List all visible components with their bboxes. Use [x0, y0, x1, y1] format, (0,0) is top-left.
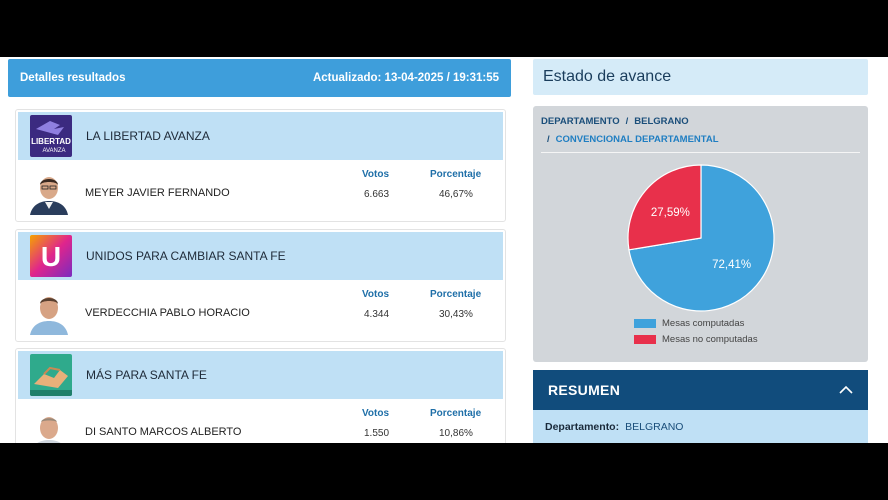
- candidate-row: MEYER JAVIER FERNANDO Votos Porcentaje 6…: [18, 162, 503, 220]
- party-card-la-libertad-avanza: LIBERTAD AVANZA LA LIBERTAD AVANZA MEYER…: [15, 109, 506, 222]
- percent-value: 30,43%: [439, 309, 473, 320]
- percent-value: 46,67%: [439, 189, 473, 200]
- party-name: UNIDOS PARA CAMBIAR SANTA FE: [86, 249, 286, 263]
- resumen-title: RESUMEN: [548, 382, 621, 398]
- party-card-unidos: U UNIDOS PARA CAMBIAR SANTA FE VERDECCHI…: [15, 229, 506, 342]
- progress-pie-chart: 72,41% 27,59%: [621, 158, 781, 318]
- candidate-row: VERDECCHIA PABLO HORACIO Votos Porcentaj…: [18, 282, 503, 340]
- resumen-dept-label: Departamento:: [545, 420, 620, 433]
- legend-swatch: [634, 335, 656, 344]
- candidate-name: DI SANTO MARCOS ALBERTO: [85, 426, 242, 438]
- estado-title: Estado de avance: [543, 68, 672, 85]
- legend-item-computadas: Mesas computadas: [634, 318, 744, 329]
- breadcrumb-belgrano[interactable]: BELGRANO: [634, 116, 689, 127]
- legend-label: Mesas computadas: [662, 318, 745, 329]
- votes-value: 1.550: [364, 428, 390, 439]
- candidate-row: DI SANTO MARCOS ALBERTO Votos Porcentaje…: [18, 401, 503, 443]
- party-name: LA LIBERTAD AVANZA: [86, 129, 210, 143]
- results-title: Detalles resultados: [20, 72, 126, 84]
- logo-letter: U: [41, 241, 61, 272]
- party-name: MÁS PARA SANTA FE: [86, 368, 207, 382]
- votes-header: Votos: [362, 289, 390, 300]
- resumen-dept-value: BELGRANO: [625, 420, 684, 433]
- candidate-name: VERDECCHIA PABLO HORACIO: [85, 307, 250, 319]
- pie-slice-1: [627, 164, 702, 251]
- candidate-name: MEYER JAVIER FERNANDO: [85, 187, 230, 199]
- percent-header: Porcentaje: [430, 169, 482, 180]
- breadcrumb: DEPARTAMENTO / BELGRANO: [541, 116, 689, 127]
- candidate-avatar: [28, 408, 70, 443]
- mas-para-santa-fe-logo: [30, 354, 72, 396]
- votes-value: 4.344: [364, 309, 390, 320]
- chevron-up-icon[interactable]: [839, 381, 853, 399]
- unidos-logo: U: [30, 235, 72, 277]
- party-card-mas-para-santa-fe: MÁS PARA SANTA FE DI SANTO MARCOS ALBERT…: [15, 348, 506, 443]
- divider: [541, 152, 860, 153]
- estado-panel: DEPARTAMENTO / BELGRANO / CONVENCIONAL DEPA…: [533, 106, 868, 362]
- party-band: U UNIDOS PARA CAMBIAR SANTA FE: [18, 232, 503, 280]
- pie-label-1: 27,59%: [651, 207, 690, 219]
- logo-text-bottom: AVANZA: [42, 148, 65, 154]
- estado-header: Estado de avance: [533, 59, 868, 95]
- breadcrumb-departamento[interactable]: DEPARTAMENTO: [541, 116, 620, 127]
- logo-text-top: LIBERTAD: [31, 137, 71, 146]
- percent-value: 10,86%: [439, 428, 473, 439]
- votes-header: Votos: [362, 169, 390, 180]
- percent-header: Porcentaje: [430, 408, 482, 419]
- party-band: LIBERTAD AVANZA LA LIBERTAD AVANZA: [18, 112, 503, 160]
- votes-header: Votos: [362, 408, 390, 419]
- results-screen: Detalles resultados Actualizado: 13-04-2…: [0, 57, 888, 443]
- resumen-body: Departamento: BELGRANO: [533, 410, 868, 443]
- breadcrumb-level2: / CONVENCIONAL DEPARTAMENTAL: [547, 134, 719, 145]
- updated-timestamp: Actualizado: 13-04-2025 / 19:31:55: [312, 72, 499, 84]
- results-header: Detalles resultados Actualizado: 13-04-2…: [8, 59, 511, 97]
- la-libertad-avanza-logo: LIBERTAD AVANZA: [30, 115, 72, 157]
- candidate-avatar: [28, 169, 70, 215]
- resumen-toggle[interactable]: RESUMEN: [533, 370, 868, 410]
- legend-item-no-computadas: Mesas no computadas: [634, 334, 758, 345]
- votes-value: 6.663: [364, 189, 390, 200]
- legend-swatch: [634, 319, 656, 328]
- percent-header: Porcentaje: [430, 289, 482, 300]
- party-band: MÁS PARA SANTA FE: [18, 351, 503, 399]
- pie-label-0: 72,41%: [712, 259, 751, 271]
- legend-label: Mesas no computadas: [662, 334, 758, 345]
- candidate-avatar: [28, 289, 70, 335]
- breadcrumb-convencional[interactable]: CONVENCIONAL DEPARTAMENTAL: [555, 134, 719, 145]
